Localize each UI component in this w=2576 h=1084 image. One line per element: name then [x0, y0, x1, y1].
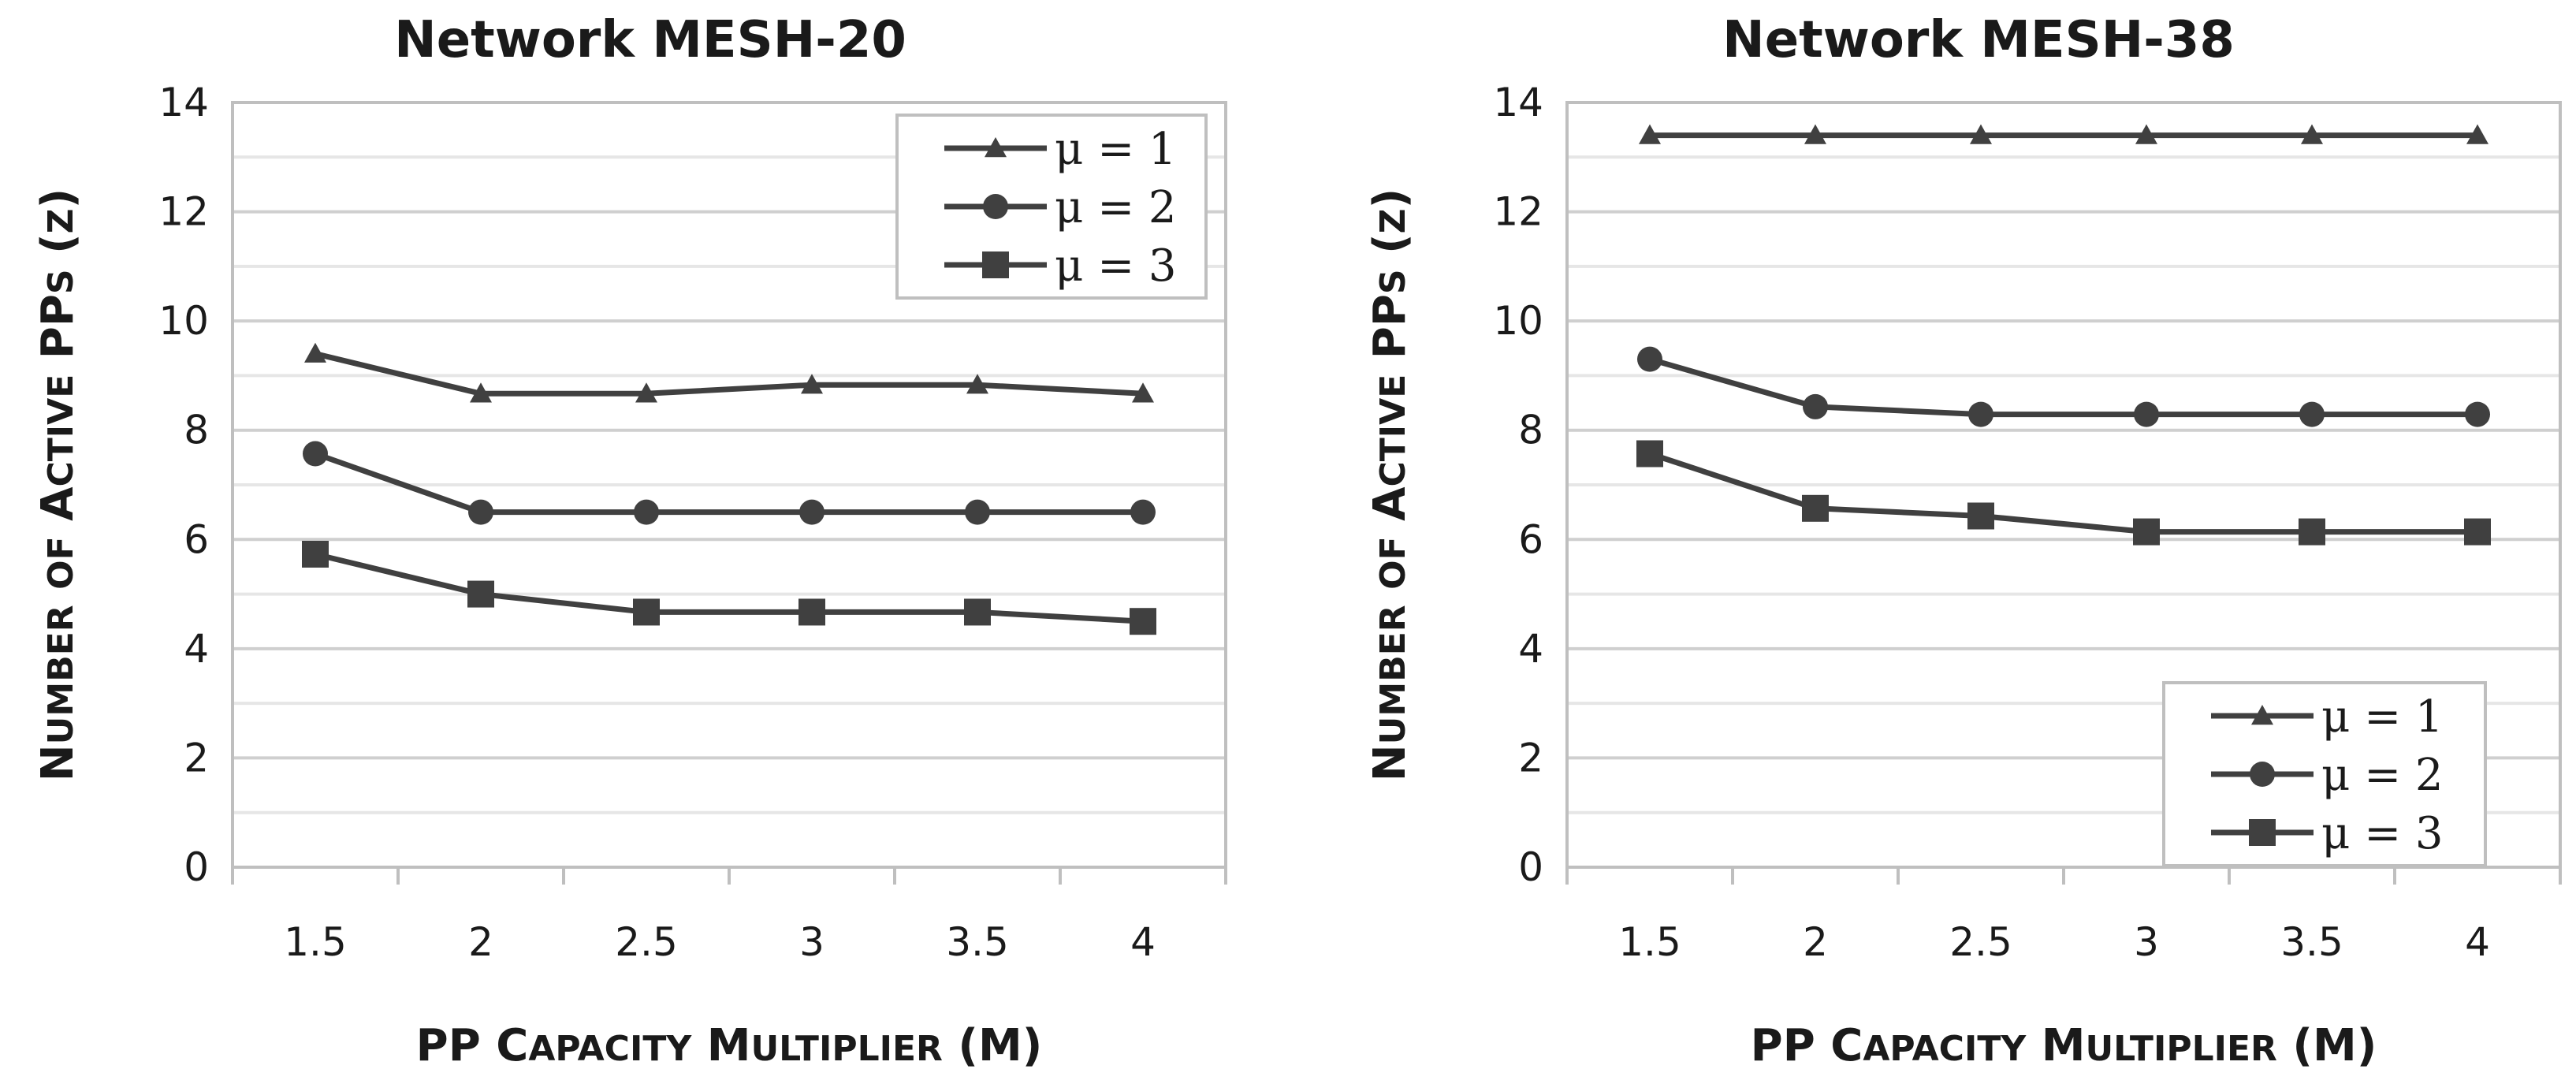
data-point-circle [634, 499, 659, 525]
data-point-triangle [470, 382, 492, 403]
y-tick-label: 4 [184, 626, 209, 672]
x-tick-label: 3.5 [946, 919, 1009, 965]
data-point-triangle [304, 342, 326, 363]
y-tick-label: 14 [158, 80, 209, 125]
data-point-square [2133, 518, 2160, 546]
data-point-circle [1803, 393, 1828, 419]
legend-marker-circle [2250, 762, 2275, 787]
legend-label: μ = 3 [2321, 808, 2444, 859]
legend-label: μ = 3 [1055, 240, 1177, 292]
data-point-square [1636, 440, 1663, 467]
data-point-triangle [1804, 124, 1826, 144]
legend-marker-circle [983, 194, 1008, 219]
x-tick-label: 3 [2134, 919, 2159, 965]
data-point-square [1802, 494, 1829, 522]
data-point-circle [2465, 401, 2490, 427]
legend-marker-square [2249, 819, 2276, 846]
legend-marker-square [982, 251, 1009, 278]
data-point-square [2464, 518, 2491, 546]
data-point-square [2299, 518, 2325, 546]
y-tick-label: 14 [1493, 80, 1543, 125]
data-point-circle [1637, 346, 1662, 372]
chart-1: Network MESH-20 0 2 4 6 8 10 12 14 1.5 2 2.5 3 3.5 4 PP… [32, 11, 1227, 1071]
y-tick-label: 0 [184, 844, 209, 890]
legend: μ = 1 μ = 2 μ = 3 [2162, 681, 2487, 867]
data-point-triangle [1970, 124, 1992, 144]
y-tick-label: 4 [1518, 626, 1543, 672]
data-point-circle [303, 441, 328, 467]
y-tick-label: 0 [1518, 844, 1543, 890]
data-point-square [1967, 502, 1994, 530]
x-tick-label: 4 [1130, 919, 1156, 965]
legend-marker-triangle [985, 137, 1007, 158]
data-point-triangle [966, 374, 988, 394]
y-tick-label: 2 [1518, 735, 1543, 780]
data-point-circle [2134, 401, 2159, 427]
legend-marker-triangle [2251, 705, 2273, 725]
x-tick-label: 2.5 [1949, 919, 2012, 965]
data-point-circle [2299, 401, 2325, 427]
data-point-square [1130, 608, 1156, 635]
data-point-triangle [635, 382, 657, 403]
data-point-square [964, 598, 991, 626]
gridlines [1567, 101, 2560, 869]
x-axis-label: PP CAPACITY MULTIPLIER (M) [416, 1020, 1043, 1071]
legend-label: μ = 1 [1055, 124, 1177, 175]
series-line [1649, 356, 2477, 418]
data-point-circle [1968, 401, 1993, 427]
data-point-circle [965, 499, 990, 525]
x-tick-label: 2.5 [615, 919, 678, 965]
legend: μ = 1 μ = 2 μ = 3 [895, 114, 1208, 300]
series-line [1648, 451, 2477, 535]
x-tick-label: 2 [468, 919, 493, 965]
series-line [314, 451, 1143, 516]
legend-label: μ = 1 [2321, 691, 2444, 743]
y-tick-label: 8 [184, 408, 209, 453]
data-point-circle [1130, 499, 1156, 525]
series-circle [303, 441, 1156, 525]
y-tick-label: 6 [1518, 516, 1543, 562]
y-tick-label: 12 [158, 189, 209, 235]
x-tick-label: 3.5 [2280, 919, 2343, 965]
data-point-triangle [801, 374, 823, 394]
chart-title: Network MESH-38 [1722, 11, 2235, 69]
x-tick-label: 1.5 [1618, 919, 1681, 965]
data-point-circle [799, 499, 825, 525]
series-line [315, 351, 1144, 397]
data-point-square [798, 598, 825, 626]
x-axis-label: PP CAPACITY MULTIPLIER (M) [1751, 1020, 2377, 1071]
data-point-circle [468, 499, 493, 525]
y-tick-label: 6 [184, 516, 209, 562]
chart-title: Network MESH-20 [394, 11, 906, 69]
data-point-triangle [2301, 124, 2323, 144]
x-tick-label: 4 [2465, 919, 2490, 965]
data-point-triangle [2466, 124, 2489, 144]
chart-2: Network MESH-38 0 2 4 6 8 10 12 14 1.5 2 2.5 3 3.5 4 PP… [1364, 11, 2562, 1071]
y-axis-label: NUMBER OF ACTIVE PPS (Z) [1364, 188, 1416, 781]
x-tick-label: 2 [1803, 919, 1828, 965]
series-square [302, 540, 1156, 635]
series-triangle [304, 342, 1154, 403]
data-point-triangle [1132, 382, 1154, 403]
y-tick-label: 12 [1493, 189, 1543, 235]
data-point-triangle [1639, 124, 1661, 144]
x-tick-label: 1.5 [284, 919, 347, 965]
y-tick-label: 10 [1493, 298, 1543, 344]
data-point-triangle [2135, 124, 2157, 144]
y-axis-label: NUMBER OF ACTIVE PPS (Z) [32, 188, 84, 781]
data-point-square [633, 598, 660, 626]
legend-label: μ = 2 [1055, 182, 1177, 233]
series-triangle [1639, 124, 2489, 144]
data-point-square [302, 540, 329, 568]
series-square [1636, 440, 2491, 546]
y-tick-label: 2 [184, 735, 209, 780]
y-tick-label: 8 [1518, 408, 1543, 453]
x-tick-label: 3 [799, 919, 825, 965]
data-point-square [467, 580, 494, 608]
series-line [315, 551, 1144, 624]
y-tick-label: 10 [158, 298, 209, 344]
legend-label: μ = 2 [2321, 750, 2444, 801]
series-circle [1637, 346, 2490, 427]
